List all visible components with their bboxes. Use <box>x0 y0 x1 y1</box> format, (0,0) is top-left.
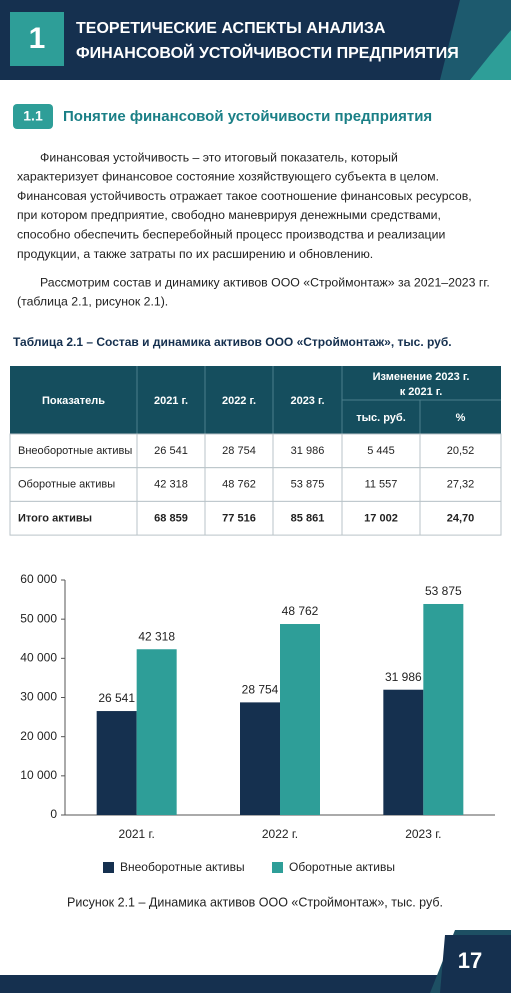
value-label: 48 762 <box>282 604 319 618</box>
table-cell: 20,52 <box>447 445 475 457</box>
column-header: % <box>456 412 466 424</box>
bar <box>96 711 137 815</box>
table-cell: 48 762 <box>222 479 256 491</box>
x-tick-label: 2023 г. <box>405 827 441 841</box>
table-cell: Оборотные активы <box>18 479 115 491</box>
y-tick-label: 30 000 <box>20 690 57 704</box>
y-tick-label: 0 <box>50 807 57 821</box>
column-header: 2021 г. <box>154 395 188 407</box>
y-tick-label: 10 000 <box>20 768 57 782</box>
table-cell: Внеоборотные активы <box>18 445 132 457</box>
paragraph-line: при котором предприятие, свободно маневр… <box>17 208 441 222</box>
bar <box>280 624 320 815</box>
table-cell: 31 986 <box>291 445 325 457</box>
paragraph-line: Финансовая устойчивость отражает такое с… <box>17 189 472 203</box>
y-tick-label: 40 000 <box>20 651 57 665</box>
column-header: Показатель <box>42 395 105 407</box>
bar <box>136 649 177 815</box>
paragraph-line: Финансовая устойчивость – это итоговый п… <box>40 150 398 164</box>
paragraph-line: продукции, а также затраты по их расшире… <box>17 247 373 261</box>
x-tick-label: 2021 г. <box>119 827 155 841</box>
value-label: 31 986 <box>385 670 422 684</box>
chapter-badge <box>10 12 64 66</box>
y-tick-label: 60 000 <box>20 572 57 586</box>
chapter-number: 1 <box>29 22 46 55</box>
value-label: 42 318 <box>138 629 175 643</box>
chapter-title: ТЕОРЕТИЧЕСКИЕ АСПЕКТЫ АНАЛИЗА <box>76 20 386 37</box>
column-header: 2023 г. <box>290 395 324 407</box>
legend-swatch <box>103 862 114 873</box>
section-badge <box>13 104 53 129</box>
table-cell: 28 754 <box>222 445 256 457</box>
table-cell: 53 875 <box>291 479 325 491</box>
table-caption: Таблица 2.1 – Состав и динамика активов … <box>13 335 452 349</box>
bar <box>240 702 280 815</box>
bar <box>383 689 424 815</box>
legend-label: Оборотные активы <box>289 860 395 874</box>
table-cell: 5 445 <box>367 445 395 457</box>
y-tick-label: 50 000 <box>20 611 57 625</box>
y-tick-label: 20 000 <box>20 729 57 743</box>
legend-swatch <box>272 862 283 873</box>
table-row <box>9 500 502 536</box>
table-cell: 11 557 <box>365 479 398 491</box>
paragraph-line: Рассмотрим состав и динамику активов ООО… <box>40 275 490 289</box>
chapter-title: ФИНАНСОВОЙ УСТОЙЧИВОСТИ ПРЕДПРИЯТИЯ <box>76 43 459 62</box>
footer-band <box>0 975 511 993</box>
table-cell: 17 002 <box>364 512 398 524</box>
page-number: 17 <box>458 948 482 973</box>
table-cell: 24,70 <box>447 512 475 524</box>
section-title: Понятие финансовой устойчивости предприя… <box>63 108 432 125</box>
column-header: Изменение 2023 г. <box>373 371 470 383</box>
table-cell: 26 541 <box>154 445 188 457</box>
value-label: 53 875 <box>425 584 462 598</box>
column-header: тыс. руб. <box>356 412 406 424</box>
paragraph-line: характеризует финансовое состояние хозяй… <box>17 170 439 184</box>
table-cell: 42 318 <box>154 479 188 491</box>
section-number: 1.1 <box>23 108 43 124</box>
header-band <box>0 0 511 80</box>
table-cell: 27,32 <box>447 479 475 491</box>
legend-label: Внеоборотные активы <box>120 860 245 874</box>
table-cell: 77 516 <box>222 512 256 524</box>
table-cell: Итого активы <box>18 512 92 524</box>
column-header: 2022 г. <box>222 395 256 407</box>
table-row <box>9 433 502 469</box>
page-number-box <box>440 935 511 993</box>
figure-caption: Рисунок 2.1 – Динамика активов ООО «Стро… <box>67 895 443 909</box>
column-header: к 2021 г. <box>400 386 443 398</box>
paragraph-line: способно обеспечить бесперебойный процес… <box>17 227 445 241</box>
x-tick-label: 2022 г. <box>262 827 298 841</box>
value-label: 28 754 <box>242 683 279 697</box>
table-cell: 85 861 <box>291 512 325 524</box>
table-row <box>9 467 502 502</box>
header-accent <box>470 30 511 80</box>
value-label: 26 541 <box>98 691 135 705</box>
paragraph-line: (таблица 2.1, рисунок 2.1). <box>17 295 168 309</box>
table-cell: 68 859 <box>154 512 188 524</box>
bar <box>423 603 464 815</box>
